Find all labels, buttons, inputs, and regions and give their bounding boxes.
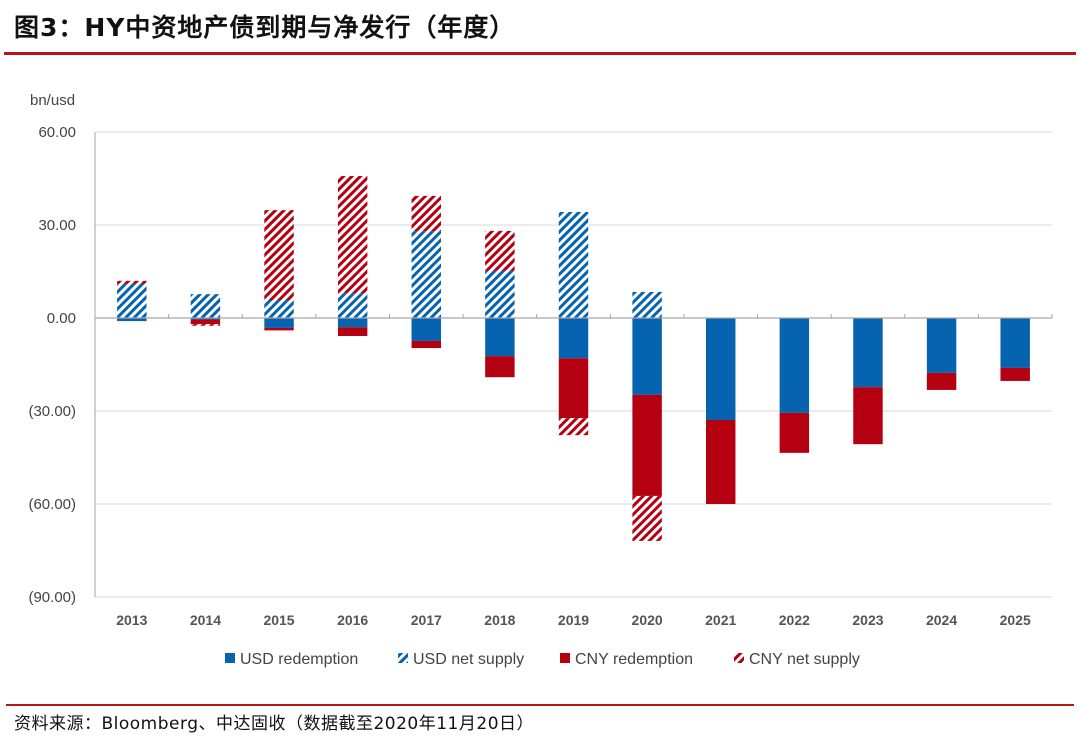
- x-tick-label: 2023: [852, 612, 883, 628]
- bar-usd-net-supply-2016: [337, 293, 368, 318]
- x-tick-label: 2015: [263, 612, 294, 628]
- bar-cny-redemption-2018: [485, 356, 515, 378]
- y-tick-label: (30.00): [28, 403, 76, 420]
- x-tick-label: 2025: [1000, 612, 1031, 628]
- bar-usd-redemption-2023: [853, 318, 883, 388]
- bar-usd-redemption-2015: [264, 318, 294, 328]
- bar-usd-net-supply-2020: [632, 291, 662, 318]
- x-tick-label: 2016: [337, 612, 368, 628]
- x-tick-label: 2020: [632, 612, 663, 628]
- x-tick-label: 2024: [926, 612, 957, 628]
- bar-cny-redemption-2015: [264, 327, 294, 331]
- bar-cny-redemption-2021: [706, 419, 736, 504]
- bar-usd-redemption-2020: [632, 318, 662, 395]
- y-tick-label: 0.00: [47, 310, 76, 327]
- bar-usd-redemption-2022: [779, 318, 810, 413]
- chart-title: 图3：HY中资地产债到期与净发行（年度）: [14, 13, 516, 42]
- y-tick-label: 30.00: [38, 217, 76, 234]
- legend-swatch-usd-redemption: [225, 653, 235, 663]
- y-axis-unit-label: bn/usd: [30, 92, 75, 109]
- bar-usd-redemption-2019: [558, 318, 589, 359]
- y-tick-label: 60.00: [38, 124, 76, 141]
- source-note: 资料来源：Bloomberg、中达固收（数据截至2020年11月20日）: [14, 714, 535, 734]
- x-tick-label: 2013: [116, 612, 147, 628]
- bar-usd-redemption-2016: [337, 318, 368, 328]
- bar-cny-redemption-2014: [190, 319, 221, 325]
- x-tick-label: 2018: [484, 612, 515, 628]
- bar-cny-redemption-2023: [853, 387, 883, 445]
- bar-usd-redemption-2024: [926, 318, 957, 373]
- bar-usd-net-supply-2014: [190, 294, 221, 318]
- bar-usd-redemption-2021: [706, 318, 736, 420]
- bar-cny-redemption-2017: [411, 340, 441, 349]
- legend-swatch-cny-net-supply: [734, 653, 744, 663]
- bar-usd-net-supply-2018: [485, 270, 515, 318]
- bar-usd-redemption-2017: [411, 318, 441, 341]
- bar-cny-redemption-2025: [1000, 367, 1030, 381]
- bar-usd-net-supply-2013: [117, 283, 147, 318]
- y-tick-label: (60.00): [28, 496, 76, 513]
- bar-usd-redemption-2013: [117, 318, 147, 322]
- bar-cny-net-supply-2019: [558, 418, 589, 436]
- x-tick-label: 2019: [558, 612, 589, 628]
- bar-cny-net-supply-2020: [632, 495, 662, 541]
- legend-label: CNY redemption: [575, 651, 693, 668]
- bar-cny-net-supply-2014: [190, 324, 221, 326]
- bar-usd-redemption-2018: [485, 318, 515, 357]
- bar-usd-redemption-2025: [1000, 318, 1030, 368]
- bar-cny-redemption-2024: [926, 372, 957, 390]
- bar-cny-redemption-2019: [558, 358, 589, 419]
- y-tick-label: (90.00): [28, 589, 76, 606]
- legend-swatch-cny-redemption: [560, 653, 570, 663]
- bar-usd-net-supply-2019: [558, 211, 589, 318]
- x-tick-label: 2022: [779, 612, 810, 628]
- legend-label: USD net supply: [413, 651, 524, 668]
- legend-label: USD redemption: [240, 651, 358, 668]
- bar-cny-net-supply-2017: [411, 195, 441, 232]
- bar-cny-redemption-2022: [779, 412, 810, 453]
- bar-usd-redemption-2014: [190, 318, 221, 320]
- title-divider: [4, 52, 1076, 55]
- bar-usd-net-supply-2017: [411, 231, 441, 318]
- legend-swatch-usd-net-supply: [398, 653, 408, 663]
- bar-cny-net-supply-2016: [337, 176, 368, 294]
- x-tick-label: 2017: [411, 612, 442, 628]
- bar-usd-net-supply-2015: [264, 300, 294, 318]
- x-tick-label: 2014: [190, 612, 221, 628]
- bar-cny-net-supply-2015: [264, 210, 294, 301]
- bar-cny-redemption-2016: [337, 327, 368, 336]
- footer-divider: [6, 704, 1074, 706]
- bar-cny-net-supply-2013: [117, 280, 147, 284]
- x-tick-label: 2021: [705, 612, 736, 628]
- legend-label: CNY net supply: [749, 651, 860, 668]
- bar-cny-redemption-2020: [632, 394, 662, 496]
- bar-cny-net-supply-2018: [485, 230, 515, 271]
